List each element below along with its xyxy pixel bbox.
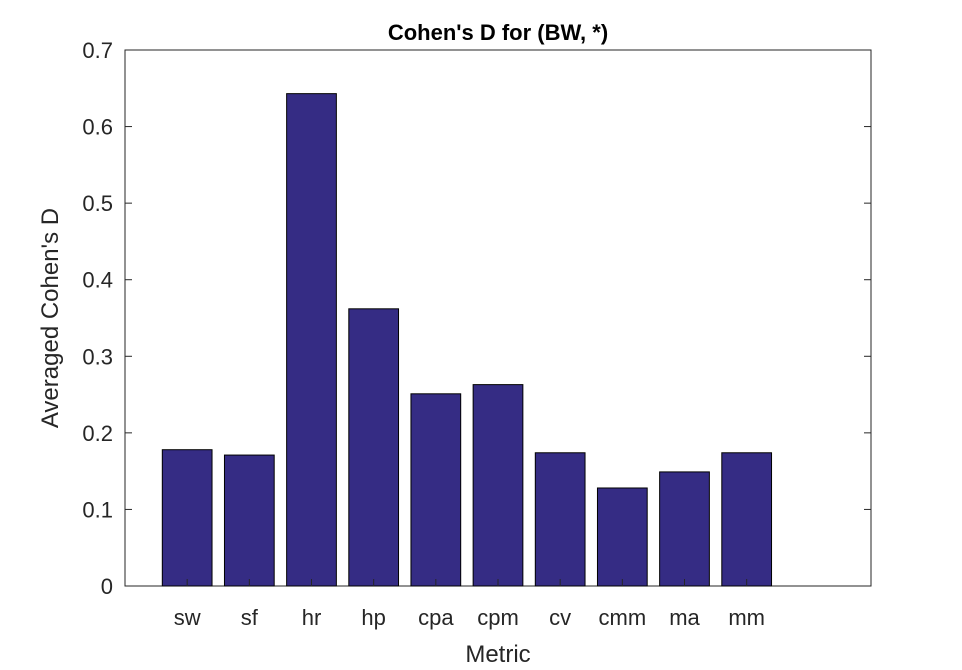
- x-tick-label: cv: [549, 605, 571, 630]
- bar-cpm: [472, 384, 524, 587]
- x-tick-label: cpa: [418, 605, 454, 630]
- x-axis-label: Metric: [465, 641, 530, 668]
- x-tick-label: hp: [361, 605, 385, 630]
- x-axis: sw sf hr hp cpa cpm cv cmm ma mm: [174, 579, 765, 630]
- x-tick-label: cpm: [477, 605, 519, 630]
- x-tick-label: hr: [302, 605, 322, 630]
- bar-sw: [161, 449, 213, 587]
- y-tick-label: 0.3: [82, 344, 113, 369]
- bar-hp: [348, 308, 400, 587]
- x-tick-label: mm: [728, 605, 765, 630]
- bar-cv: [534, 452, 586, 587]
- bar-mm: [721, 452, 773, 587]
- x-tick-label: cmm: [599, 605, 647, 630]
- bar-cpa: [410, 393, 462, 587]
- x-tick-label: sf: [241, 605, 259, 630]
- y-tick-label: 0.2: [82, 421, 113, 446]
- y-tick-label: 0.6: [82, 115, 113, 140]
- bars-group: [161, 93, 773, 587]
- bar-sf: [223, 454, 275, 587]
- bar-ma: [659, 471, 710, 587]
- bar-hr: [286, 93, 337, 587]
- y-tick-label: 0.7: [82, 38, 113, 63]
- chart-title: Cohen's D for (BW, *): [388, 20, 608, 45]
- x-tick-label: sw: [174, 605, 201, 630]
- y-tick-label: 0.1: [82, 497, 113, 522]
- y-tick-label: 0: [101, 574, 113, 599]
- y-tick-label: 0.4: [82, 268, 113, 293]
- y-tick-label: 0.5: [82, 191, 113, 216]
- bar-cmm: [596, 487, 648, 587]
- y-axis-label: Averaged Cohen's D: [37, 208, 64, 428]
- x-tick-label: ma: [669, 605, 700, 630]
- y-axis: 0 0.1 0.2 0.3 0.4 0.5 0.6 0.7: [82, 38, 871, 599]
